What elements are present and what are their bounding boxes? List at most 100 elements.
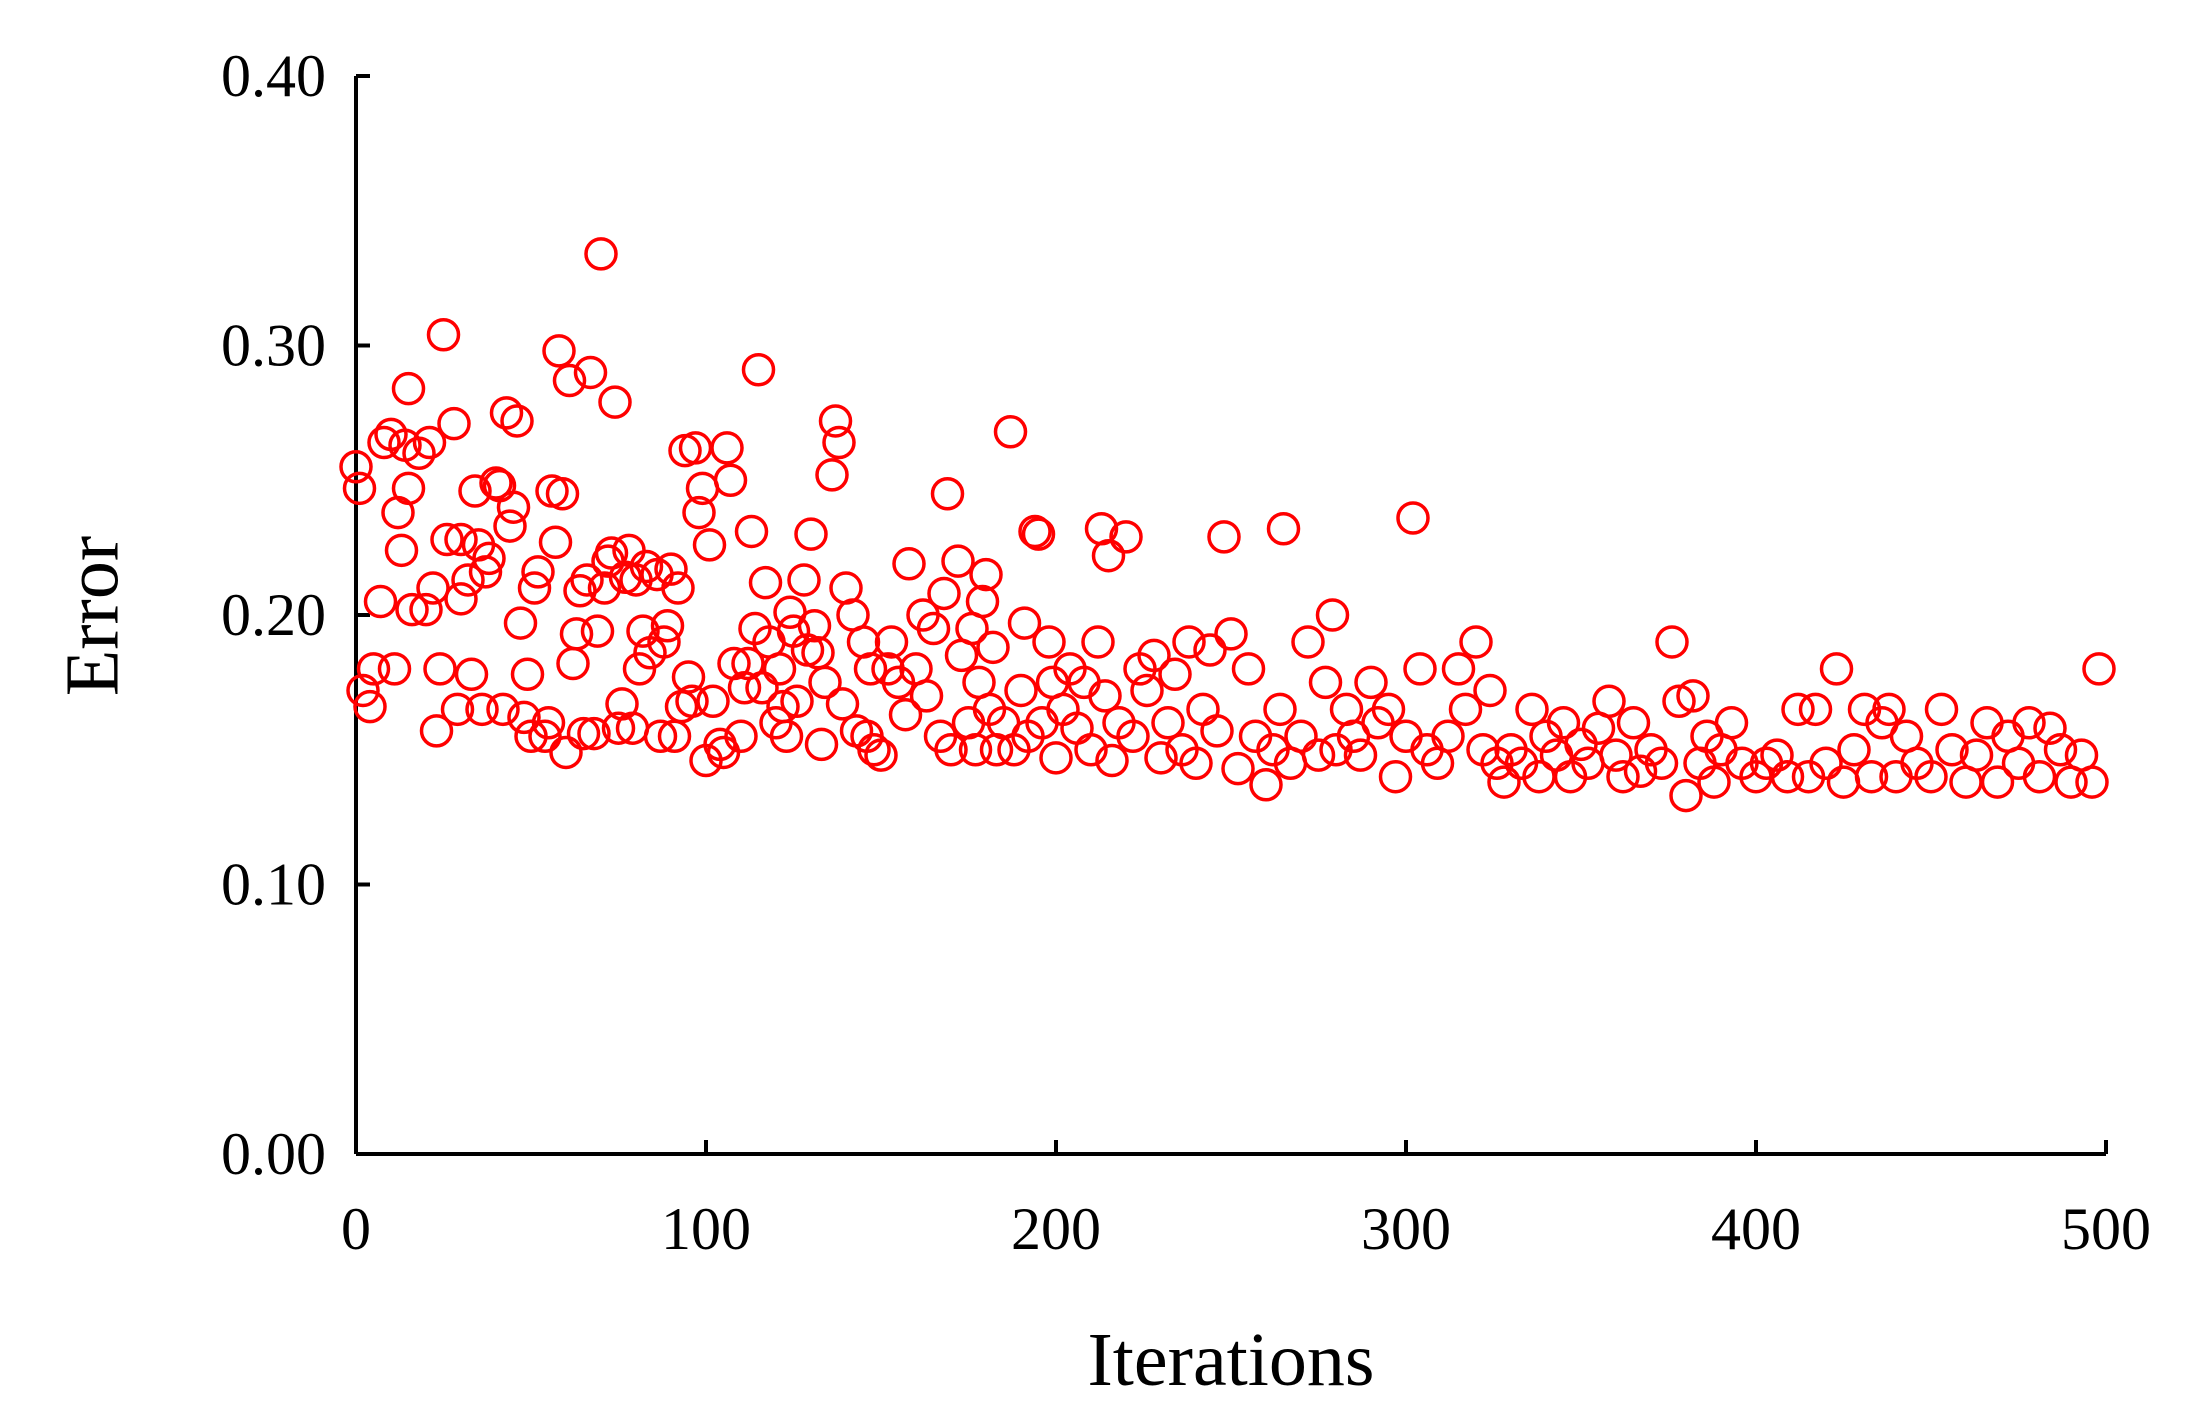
point xyxy=(1837,733,1871,767)
point xyxy=(1592,684,1626,718)
point xyxy=(650,609,685,643)
point xyxy=(1669,778,1703,813)
point xyxy=(1459,625,1493,659)
point xyxy=(780,684,814,718)
point xyxy=(1249,768,1283,802)
point xyxy=(724,719,758,754)
point xyxy=(1389,719,1423,754)
point xyxy=(874,625,909,659)
point xyxy=(521,555,555,589)
point xyxy=(503,606,538,640)
point xyxy=(1109,520,1143,554)
point xyxy=(552,363,587,398)
point xyxy=(419,714,454,748)
point xyxy=(1970,706,2004,740)
point xyxy=(1448,692,1483,727)
point xyxy=(1473,673,1507,708)
point xyxy=(1018,514,1052,549)
point xyxy=(787,563,821,597)
point xyxy=(1095,743,1129,778)
point xyxy=(353,689,387,724)
point xyxy=(1760,738,1794,772)
point xyxy=(486,692,520,727)
point xyxy=(559,617,594,651)
point xyxy=(363,584,398,619)
point xyxy=(1935,733,1969,767)
point xyxy=(426,317,461,352)
point xyxy=(1308,665,1343,700)
point xyxy=(377,652,412,686)
point xyxy=(769,719,804,754)
point xyxy=(2075,765,2109,799)
point xyxy=(1599,738,1633,772)
x-tick-label: 200 xyxy=(1011,1196,1101,1262)
point xyxy=(1697,765,1731,799)
point xyxy=(444,522,478,557)
point xyxy=(1714,706,1749,740)
y-tick-label: 0.30 xyxy=(221,313,326,379)
point xyxy=(1315,598,1350,632)
point xyxy=(1186,692,1220,727)
point xyxy=(1914,759,1948,794)
point xyxy=(1088,679,1122,713)
point xyxy=(367,425,401,460)
point xyxy=(1081,625,1115,659)
point xyxy=(1200,714,1234,748)
point xyxy=(1487,765,1521,799)
point xyxy=(696,684,730,718)
point xyxy=(622,652,657,686)
point xyxy=(825,687,860,721)
point xyxy=(713,463,748,497)
point xyxy=(566,716,601,751)
point xyxy=(598,385,632,419)
point xyxy=(468,555,503,589)
point xyxy=(678,431,713,465)
point xyxy=(1231,652,1266,686)
point xyxy=(510,657,545,692)
point xyxy=(951,706,986,740)
point xyxy=(1007,606,1042,640)
point xyxy=(797,609,832,643)
point xyxy=(1924,692,1959,727)
point xyxy=(1151,706,1185,740)
point xyxy=(647,625,681,659)
point xyxy=(535,474,569,508)
point xyxy=(965,584,1000,619)
point xyxy=(682,495,716,530)
x-tick-label: 500 xyxy=(2061,1196,2151,1262)
point xyxy=(500,404,534,438)
point xyxy=(808,665,842,700)
y-tick-label: 0.10 xyxy=(221,852,326,918)
point xyxy=(1371,692,1406,727)
point xyxy=(2082,652,2116,686)
x-axis-title: Iterations xyxy=(1087,1318,1374,1402)
point xyxy=(1564,727,1598,762)
point xyxy=(1770,759,1805,794)
point xyxy=(748,565,783,600)
point xyxy=(1091,538,1126,573)
point xyxy=(1354,665,1388,700)
point xyxy=(437,406,471,441)
point xyxy=(927,576,961,611)
point xyxy=(395,592,429,627)
point xyxy=(976,630,1010,665)
point xyxy=(1655,625,1689,659)
point xyxy=(741,353,776,387)
point xyxy=(888,697,923,732)
point xyxy=(762,652,797,686)
point xyxy=(993,414,1028,449)
point xyxy=(489,396,524,430)
point xyxy=(1662,684,1696,718)
point xyxy=(479,466,513,500)
point xyxy=(1137,638,1171,673)
point xyxy=(1826,765,1861,799)
point xyxy=(1193,633,1227,667)
point xyxy=(815,458,849,492)
point xyxy=(1546,706,1581,740)
point xyxy=(1172,625,1206,659)
point xyxy=(517,571,552,605)
point xyxy=(804,727,839,762)
point xyxy=(671,660,706,694)
